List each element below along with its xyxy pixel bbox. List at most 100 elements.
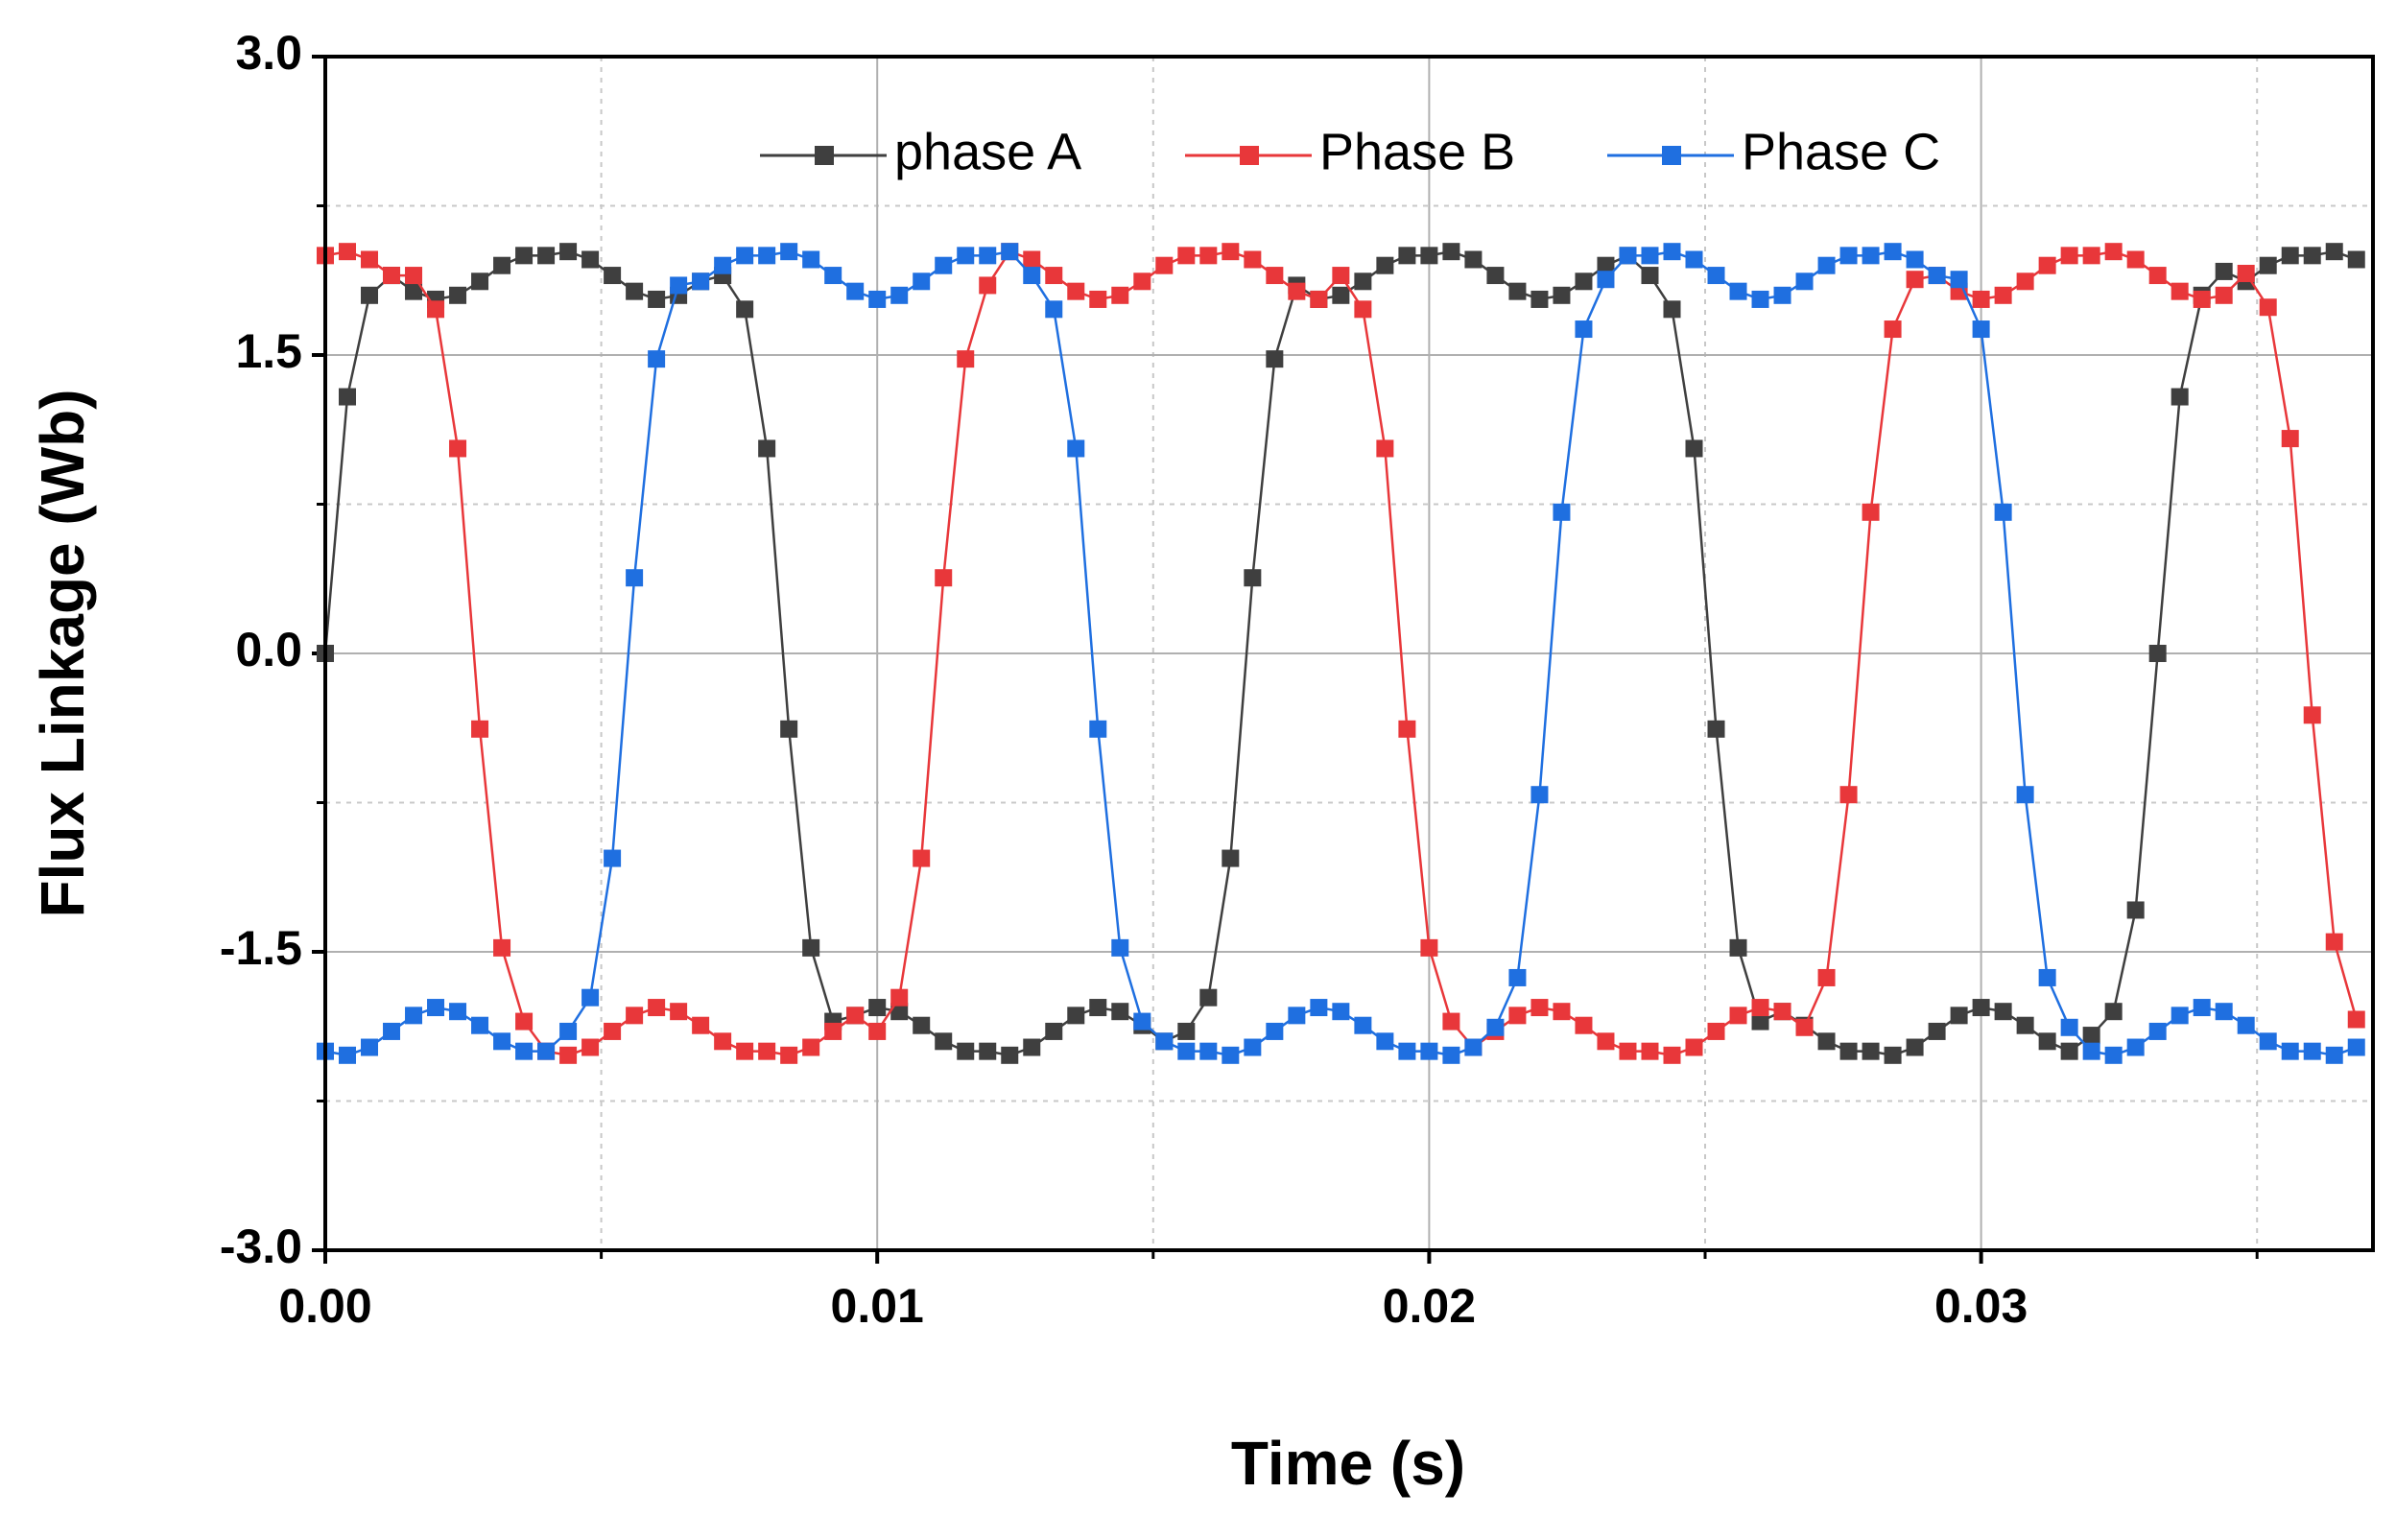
data-point xyxy=(559,1022,578,1040)
data-point xyxy=(1817,1032,1836,1051)
data-point xyxy=(1199,988,1218,1007)
data-point xyxy=(1575,1016,1593,1034)
data-point xyxy=(2126,1038,2145,1056)
data-point xyxy=(2237,1016,2255,1034)
data-point xyxy=(2193,290,2211,308)
data-point xyxy=(1155,1032,1174,1051)
data-point xyxy=(1729,1007,1747,1025)
data-point xyxy=(736,247,754,265)
data-point xyxy=(648,999,666,1017)
data-point xyxy=(2126,250,2145,269)
data-point xyxy=(1508,282,1527,300)
data-point xyxy=(1553,286,1571,304)
y-axis-title: Flux Linkage (Wb) xyxy=(28,389,97,917)
data-point xyxy=(890,286,909,304)
data-point xyxy=(1420,1042,1438,1060)
data-point xyxy=(2215,286,2233,304)
data-point xyxy=(1199,1042,1218,1060)
data-point xyxy=(1619,1042,1637,1060)
data-point xyxy=(581,250,600,269)
data-point xyxy=(2104,1046,2123,1064)
data-point xyxy=(1530,786,1549,804)
data-point xyxy=(1729,282,1747,300)
data-point xyxy=(2016,272,2034,291)
data-point xyxy=(846,282,865,300)
data-point xyxy=(1001,243,1019,261)
data-point xyxy=(2325,1046,2343,1064)
data-point xyxy=(1222,243,1240,261)
data-point xyxy=(1928,1022,1946,1040)
data-point xyxy=(868,1022,887,1040)
data-point xyxy=(1862,503,1880,521)
data-point xyxy=(648,350,666,368)
data-point xyxy=(1486,1018,1505,1036)
data-point xyxy=(758,247,776,265)
data-point xyxy=(1729,938,1747,957)
data-point xyxy=(2281,247,2299,265)
data-point xyxy=(692,272,710,291)
data-point xyxy=(1244,1038,1262,1056)
data-point xyxy=(1641,1042,1659,1060)
data-point xyxy=(1420,247,1438,265)
data-point xyxy=(1398,720,1416,738)
data-point xyxy=(1994,286,2012,304)
data-point xyxy=(1486,267,1505,285)
data-point xyxy=(1089,999,1107,1017)
data-point xyxy=(2148,1022,2167,1040)
data-point xyxy=(1795,272,1814,291)
data-point xyxy=(2193,999,2211,1017)
data-point xyxy=(670,1003,688,1021)
data-point xyxy=(2060,1018,2078,1036)
data-point xyxy=(626,569,644,587)
data-point xyxy=(1950,271,1968,289)
data-point xyxy=(957,350,975,368)
data-point xyxy=(913,1016,931,1034)
data-point xyxy=(1972,320,1990,339)
data-point xyxy=(1177,247,1196,265)
y-tick-label: 3.0 xyxy=(235,26,302,80)
data-point xyxy=(1906,271,1924,289)
data-point xyxy=(1222,849,1240,867)
data-point xyxy=(1045,267,1063,285)
data-point xyxy=(1884,243,1902,261)
data-point xyxy=(736,300,754,319)
x-axis-title: Time (s) xyxy=(1231,1429,1465,1498)
data-point xyxy=(890,1003,909,1021)
legend-marker xyxy=(1662,146,1681,165)
legend-label: Phase C xyxy=(1742,123,1940,180)
data-point xyxy=(1177,1042,1196,1060)
data-point xyxy=(2060,247,2078,265)
data-point xyxy=(1199,247,1218,265)
data-point xyxy=(2259,256,2277,274)
data-point xyxy=(1067,439,1085,458)
data-point xyxy=(2148,645,2167,662)
data-point xyxy=(493,256,511,274)
data-point xyxy=(2016,786,2034,804)
data-point xyxy=(1155,256,1174,274)
data-point xyxy=(405,267,423,285)
data-point xyxy=(2171,388,2189,406)
data-point xyxy=(559,243,578,261)
data-point xyxy=(2281,1042,2299,1060)
data-point xyxy=(1442,1046,1460,1064)
data-point xyxy=(1663,1046,1681,1064)
data-point xyxy=(670,276,688,295)
data-point xyxy=(449,439,467,458)
data-point xyxy=(515,1012,534,1031)
data-point xyxy=(1839,247,1858,265)
y-tick-label: 0.0 xyxy=(235,623,302,676)
data-point xyxy=(1288,1007,1306,1025)
data-point xyxy=(2347,1010,2365,1029)
data-point xyxy=(1972,290,1990,308)
data-point xyxy=(1089,290,1107,308)
data-point xyxy=(1442,1012,1460,1031)
data-point xyxy=(1376,256,1394,274)
data-point xyxy=(1839,1042,1858,1060)
data-point xyxy=(471,272,489,291)
data-point xyxy=(802,250,820,269)
data-point xyxy=(1884,1046,1902,1064)
data-point xyxy=(1067,1007,1085,1025)
data-point xyxy=(1972,999,1990,1017)
data-point xyxy=(2303,247,2321,265)
data-point xyxy=(1354,272,1372,291)
